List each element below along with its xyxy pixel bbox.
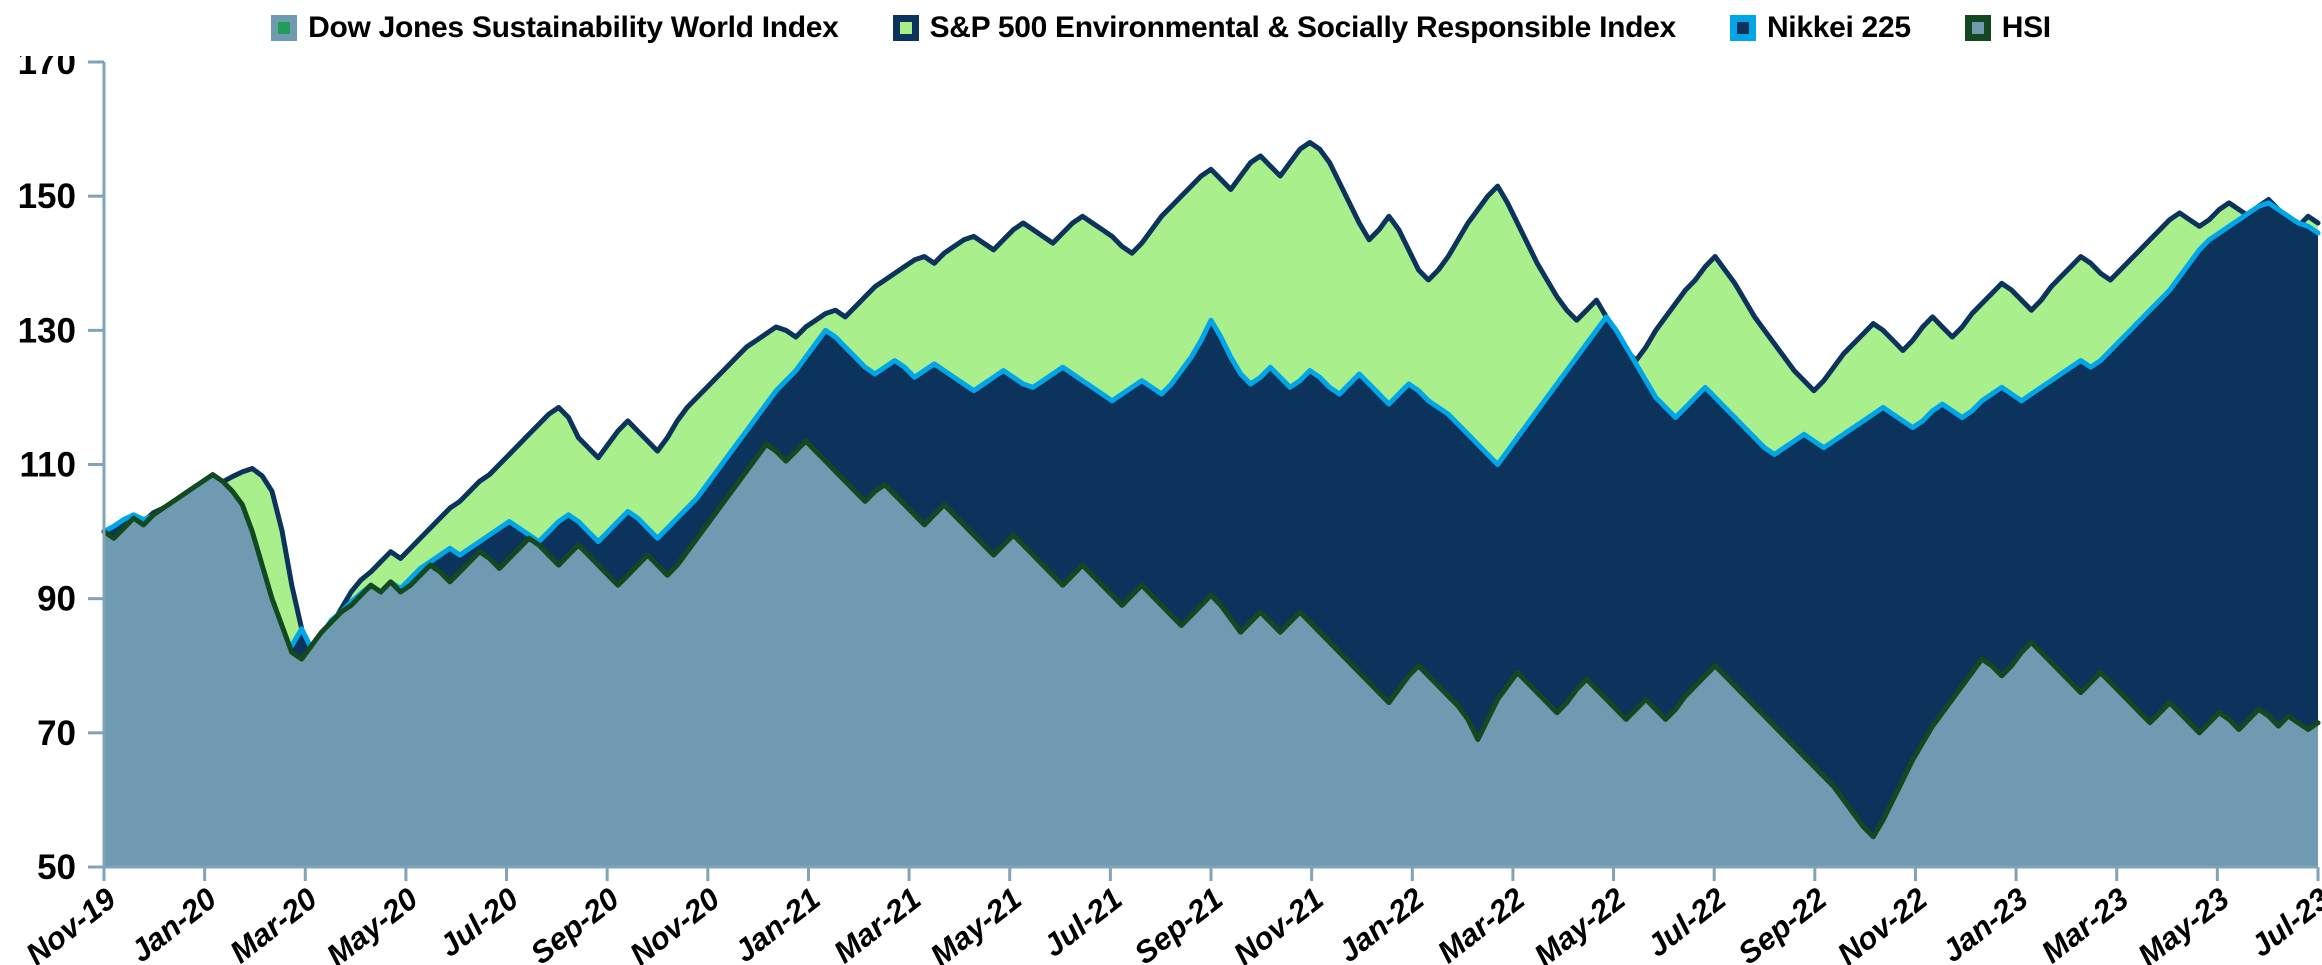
series-line-0	[101, 140, 2321, 662]
legend-swatch-hsi	[1964, 15, 1991, 41]
x-tick-label-0: Nov-19	[19, 880, 123, 965]
x-tick-label-7: Jan-21	[728, 881, 827, 965]
legend-item-djsi[interactable]: Dow Jones Sustainability World Index	[271, 11, 839, 44]
x-tick-label-1: Jan-20	[124, 881, 223, 965]
y-tick-label-4: 90	[37, 580, 76, 619]
y-tick-label-0: 170	[18, 56, 76, 82]
y-axis-ticks: 170 150 130 110 90 70 50	[18, 56, 104, 887]
x-tick-label-10: Jul-21	[1037, 881, 1129, 964]
x-tick-label-15: May-22	[1527, 881, 1631, 965]
x-tick-label-12: Nov-21	[1227, 881, 1330, 965]
x-tick-label-21: May-23	[2131, 881, 2235, 965]
legend-swatch-nikkei	[1729, 15, 1756, 41]
legend-item-sp500esg[interactable]: S&P 500 Environmental & Socially Respons…	[892, 11, 1677, 44]
x-tick-label-2: Mar-20	[223, 881, 323, 965]
x-tick-label-19: Jan-23	[1935, 881, 2034, 965]
y-tick-label-3: 110	[20, 446, 76, 485]
y-tick-label-5: 70	[37, 714, 76, 753]
series-line-1	[101, 200, 2321, 659]
legend-swatch-djsi	[271, 15, 298, 41]
x-tick-label-3: May-20	[320, 881, 424, 965]
x-tick-label-14: Mar-22	[1431, 881, 1531, 965]
legend-label-nikkei: Nikkei 225	[1766, 11, 1911, 44]
series-line-2	[101, 438, 2321, 840]
legend-item-nikkei[interactable]: Nikkei 225	[1729, 11, 1911, 44]
series-layer	[101, 140, 2321, 867]
y-tick-label-1: 150	[18, 177, 76, 216]
x-tick-label-22: Jul-23	[2244, 881, 2322, 964]
x-tick-label-16: Jul-22	[1640, 881, 1732, 964]
x-tick-label-9: May-21	[924, 881, 1028, 965]
x-tick-label-11: Sep-21	[1128, 881, 1230, 965]
series-area-2	[104, 441, 2318, 867]
y-tick-label-2: 130	[18, 311, 76, 350]
x-tick-label-13: Jan-22	[1332, 881, 1431, 965]
x-tick-label-8: Mar-21	[827, 881, 927, 965]
plot-area: 170 150 130 110 90 70 50 Nov-19 Jan-20 Mar-20 May…	[0, 56, 2322, 965]
x-tick-label-17: Sep-22	[1731, 881, 1833, 965]
y-tick-label-6: 50	[37, 848, 76, 887]
legend-label-djsi: Dow Jones Sustainability World Index	[308, 11, 839, 44]
x-tick-label-20: Mar-23	[2035, 881, 2135, 965]
chart-legend: Dow Jones Sustainability World Index S&P…	[0, 0, 2322, 56]
x-tick-label-4: Jul-20	[433, 881, 525, 964]
x-tick-label-5: Sep-20	[524, 881, 626, 965]
legend-label-sp500esg: S&P 500 Environmental & Socially Respons…	[929, 11, 1677, 44]
legend-label-hsi: HSI	[2001, 11, 2051, 44]
x-tick-label-18: Nov-22	[1831, 881, 1934, 965]
legend-swatch-sp500esg	[892, 15, 919, 41]
x-tick-label-6: Nov-20	[623, 881, 726, 965]
legend-item-hsi[interactable]: HSI	[1964, 11, 2051, 44]
